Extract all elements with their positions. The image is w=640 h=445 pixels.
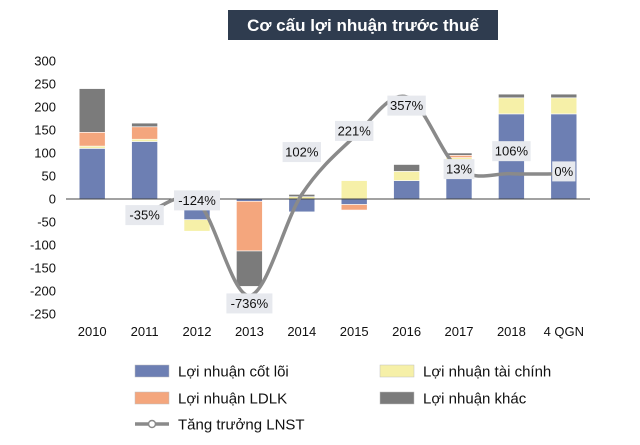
growth-label-bg-1 xyxy=(125,205,164,226)
growth-label-bg-3 xyxy=(226,293,273,314)
x-tick-label-5: 2015 xyxy=(340,324,369,339)
growth-label-3: -736% xyxy=(231,296,269,311)
growth-label-4: 102% xyxy=(285,145,319,160)
bar-segment-s3-1 xyxy=(131,122,158,128)
bar-segment-s3-0 xyxy=(78,88,106,133)
bar-segment-s1-5 xyxy=(340,180,368,200)
legend-line-marker xyxy=(147,419,157,429)
x-tick-label-8: 2018 xyxy=(497,324,526,339)
bar-segment-s3-3 xyxy=(236,250,263,287)
growth-line-series xyxy=(142,94,566,298)
bar-segment-s0-9 xyxy=(550,113,578,200)
y-tick-label: 250 xyxy=(34,77,56,92)
legend-label-0: Lợi nhuận cốt lõi xyxy=(178,364,289,381)
y-tick-label: 300 xyxy=(34,54,56,69)
bar-segment-s1-6 xyxy=(393,171,420,181)
legend-label-3: Lợi nhuận khác xyxy=(423,391,527,408)
chart-title-group: Cơ cấu lợi nhuận trước thuế xyxy=(228,10,498,40)
y-tick-label: 200 xyxy=(34,100,56,115)
bar-segment-s3-9 xyxy=(550,93,578,99)
bar-segment-s3-6 xyxy=(393,164,420,172)
x-tick-label-1: 2011 xyxy=(131,324,159,339)
x-tick-label-4: 2014 xyxy=(287,324,316,339)
growth-data-labels: -35% -124% -736% 102% 221% 357% 13% 106% 0% xyxy=(125,95,576,314)
bar-segment-s1-0 xyxy=(78,145,106,149)
y-tick-label: -150 xyxy=(30,261,56,276)
chart-title-background xyxy=(228,10,498,40)
legend-swatch-1 xyxy=(379,364,415,378)
growth-label-5: 221% xyxy=(338,123,372,138)
legend-label-line: Tăng trưởng LNST xyxy=(178,417,305,434)
growth-label-7: 13% xyxy=(446,162,472,177)
growth-label-bg-5 xyxy=(335,120,374,141)
legend-label-2: Lợi nhuận LDLK xyxy=(178,391,287,408)
growth-line xyxy=(142,94,566,298)
growth-label-bg-7 xyxy=(443,159,475,180)
growth-label-8: 106% xyxy=(495,144,529,159)
growth-label-bg-4 xyxy=(282,142,321,163)
x-tick-label-0: 2010 xyxy=(78,324,107,339)
x-tick-label-2: 2012 xyxy=(183,324,212,339)
x-tick-label-3: 2013 xyxy=(235,324,264,339)
x-tick-label-9: 4 QGN xyxy=(544,324,584,339)
bar-segment-s2-3 xyxy=(236,201,263,252)
chart-title: Cơ cấu lợi nhuận trước thuế xyxy=(247,16,479,35)
legend-label-1: Lợi nhuận tài chính xyxy=(423,364,551,381)
y-tick-label: 0 xyxy=(49,192,56,207)
bar-segment-s0-5 xyxy=(340,198,368,205)
bar-segment-s1-9 xyxy=(550,97,578,115)
growth-label-bg-2 xyxy=(174,190,220,211)
y-tick-label: 50 xyxy=(42,169,56,184)
x-tick-label-6: 2016 xyxy=(392,324,421,339)
bar-segment-s2-1 xyxy=(131,126,158,140)
bar-segment-s1-2 xyxy=(183,219,211,232)
y-tick-label: -100 xyxy=(30,238,56,253)
legend-swatch-2 xyxy=(134,391,170,405)
bar-segment-s0-6 xyxy=(393,180,420,200)
legend-swatch-0 xyxy=(134,364,170,378)
growth-label-bg-8 xyxy=(492,141,531,162)
bars xyxy=(78,88,578,287)
growth-label-1: -35% xyxy=(129,208,160,223)
bar-segment-s1-1 xyxy=(131,138,158,142)
y-axis: 300 250 200 150 100 50 0 -50 -100 -150 -200 -250 xyxy=(30,54,56,322)
bar-segment-s1-8 xyxy=(498,97,525,115)
bar-segment-s3-7 xyxy=(445,152,473,156)
bar-segment-s2-0 xyxy=(78,132,106,147)
y-tick-label: 150 xyxy=(34,123,56,138)
growth-label-6: 357% xyxy=(390,98,424,113)
bar-segment-s0-0 xyxy=(78,148,106,200)
legend: Lợi nhuận cốt lõi Lợi nhuận tài chính Lợi … xyxy=(134,364,551,434)
growth-label-bg-9 xyxy=(552,161,576,182)
growth-label-9: 0% xyxy=(554,164,573,179)
bar-segment-s0-7 xyxy=(445,178,473,200)
growth-label-2: -124% xyxy=(178,193,216,208)
growth-label-bg-6 xyxy=(387,95,426,116)
bar-segment-s0-1 xyxy=(131,141,158,200)
legend-swatch-3 xyxy=(379,391,415,405)
x-tick-label-7: 2017 xyxy=(445,324,474,339)
y-tick-label: -250 xyxy=(30,307,56,322)
bar-segment-s2-5 xyxy=(340,204,368,211)
y-tick-label: -200 xyxy=(30,284,56,299)
y-tick-label: 100 xyxy=(34,146,56,161)
x-axis: 2010 2011 2012 2013 2014 2015 2016 2017 2018 4 QG… xyxy=(78,324,584,339)
y-tick-label: -50 xyxy=(37,215,56,230)
bar-segment-s3-8 xyxy=(498,93,525,99)
